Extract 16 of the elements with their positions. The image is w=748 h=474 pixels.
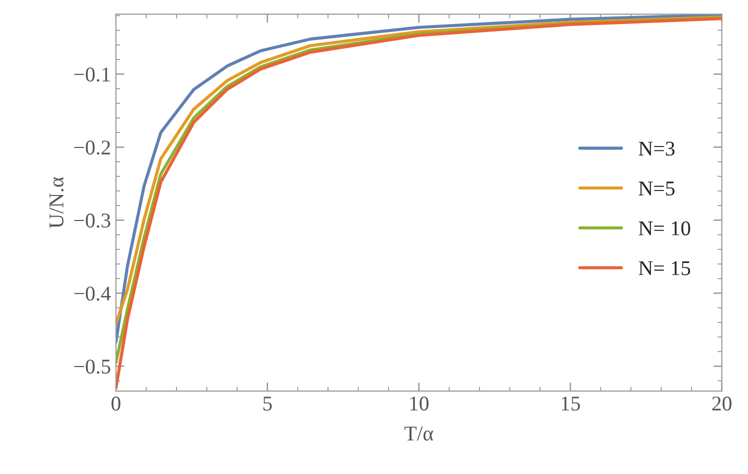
legend-label: N= 15 (638, 261, 690, 276)
legend-label: N=3 (638, 142, 675, 156)
x-tick-label: 20 (712, 396, 732, 411)
x-axis-title: T/α (404, 426, 434, 441)
y-tick-label: −0.3 (74, 214, 110, 228)
y-tick-label: −0.2 (74, 140, 110, 155)
x-tick-label: 15 (562, 396, 580, 411)
legend-label: N= 10 (638, 221, 690, 236)
legend-label: N=5 (638, 182, 675, 196)
x-tick-label: 0 (112, 396, 120, 411)
x-tick-label: 5 (263, 396, 272, 411)
y-tick-label: −0.4 (74, 286, 111, 301)
y-axis-title: U/N.α (50, 177, 64, 228)
x-tick-label: 10 (410, 396, 428, 411)
y-tick-label: −0.1 (74, 67, 110, 82)
y-tick-label: −0.5 (74, 360, 110, 374)
